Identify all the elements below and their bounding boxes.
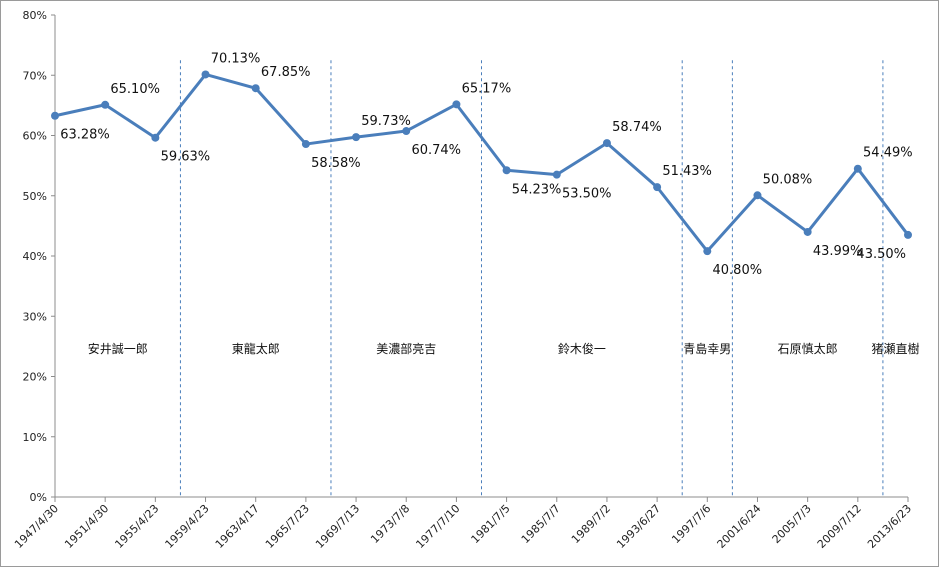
series-line — [54, 72, 910, 253]
data-point — [502, 166, 511, 175]
data-label: 67.85% — [261, 65, 311, 80]
y-tick-label: 10% — [23, 431, 47, 444]
y-axis-ticks: 0% 10% 20% 30% 40% 50% 60% 70% 80% — [23, 9, 55, 504]
x-axis-ticks: 1947/4/30 1951/4/30 1955/4/23 1959/4/23 1963… — [12, 497, 914, 551]
governor-period-label: 美濃部亮吉 — [376, 341, 436, 356]
x-tick-label: 2001/6/24 — [715, 502, 764, 551]
data-point — [301, 140, 310, 149]
data-label: 53.50% — [562, 187, 612, 202]
series-layer — [51, 70, 912, 256]
data-point — [703, 247, 712, 256]
data-label: 43.99% — [813, 244, 863, 259]
y-tick-label: 50% — [23, 190, 47, 203]
data-point — [653, 183, 662, 192]
data-point — [602, 139, 611, 148]
data-label: 58.74% — [612, 120, 662, 135]
data-point — [452, 100, 461, 109]
data-label: 43.50% — [856, 247, 906, 262]
data-point — [803, 227, 812, 236]
y-tick-label: 60% — [23, 130, 47, 143]
governor-period-label: 青島幸男 — [683, 341, 731, 356]
x-tick-label: 1973/7/8 — [368, 502, 412, 546]
x-tick-label: 1989/7/2 — [569, 502, 613, 546]
data-label: 65.17% — [462, 81, 512, 96]
data-label: 59.73% — [361, 114, 411, 129]
x-tick-label: 1981/7/5 — [469, 502, 513, 546]
data-label: 60.74% — [411, 143, 461, 158]
x-tick-label: 1969/7/13 — [313, 502, 362, 551]
y-tick-label: 70% — [23, 69, 47, 82]
data-point — [101, 100, 110, 109]
x-tick-label: 1985/7/7 — [519, 502, 563, 546]
data-label: 50.08% — [763, 172, 813, 187]
y-tick-label: 30% — [23, 310, 47, 323]
y-tick-label: 20% — [23, 371, 47, 384]
data-point — [251, 84, 260, 93]
x-tick-label: 2005/7/3 — [770, 502, 814, 546]
x-tick-label: 1977/7/10 — [413, 502, 462, 551]
x-tick-label: 1997/7/6 — [669, 502, 713, 546]
x-tick-label: 2013/6/23 — [865, 502, 914, 551]
x-tick-label: 2009/7/12 — [815, 502, 864, 551]
data-label: 54.23% — [512, 182, 562, 197]
data-point — [904, 230, 912, 239]
period-labels: 安井誠一郎 東龍太郎 美濃部亮吉 鈴木俊一 青島幸男 石原慎太郎 猪瀬直樹 — [88, 341, 920, 356]
x-tick-label: 1965/7/23 — [263, 502, 312, 551]
data-labels: 63.28% 65.10% 59.63% 70.13%67.85% 58.58% 59.7… — [60, 51, 912, 278]
data-point — [402, 127, 411, 136]
data-label: 65.10% — [110, 82, 160, 97]
x-tick-label: 1955/4/23 — [112, 502, 161, 551]
data-point — [201, 70, 210, 79]
data-label: 40.80% — [713, 263, 763, 278]
x-tick-label: 1993/6/27 — [614, 502, 663, 551]
x-tick-label: 1951/4/30 — [62, 502, 111, 551]
x-tick-label: 1959/4/23 — [163, 502, 212, 551]
axes — [54, 15, 908, 498]
data-label: 63.28% — [60, 128, 110, 143]
data-label: 59.63% — [161, 150, 211, 165]
governor-period-label: 鈴木俊一 — [558, 341, 606, 356]
y-tick-label: 80% — [23, 9, 47, 22]
governor-period-label: 東龍太郎 — [232, 341, 280, 356]
data-point — [853, 164, 862, 173]
data-label: 54.49% — [863, 146, 913, 161]
data-point — [352, 133, 361, 142]
data-label: 70.13% — [211, 51, 261, 66]
governor-period-label: 安井誠一郎 — [88, 341, 148, 356]
data-point — [151, 133, 160, 142]
x-tick-label: 1963/4/17 — [213, 502, 262, 551]
data-point — [753, 191, 762, 200]
x-tick-label: 1947/4/30 — [12, 502, 61, 551]
governor-period-label: 石原慎太郎 — [778, 341, 838, 356]
data-point — [552, 170, 561, 179]
period-dividers — [179, 60, 884, 497]
y-tick-label: 0% — [30, 491, 47, 504]
y-tick-label: 40% — [23, 250, 47, 263]
governor-period-label: 猪瀬直樹 — [871, 342, 919, 356]
data-label: 51.43% — [662, 164, 712, 179]
data-label: 58.58% — [311, 156, 361, 171]
data-point — [51, 111, 59, 120]
